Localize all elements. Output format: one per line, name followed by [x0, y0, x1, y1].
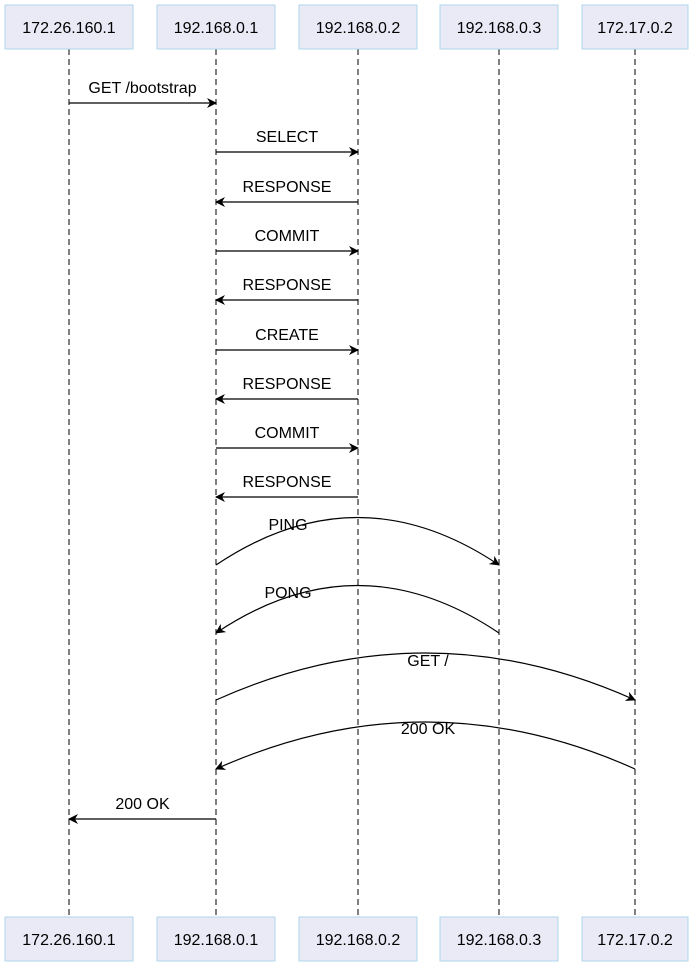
message-label: RESPONSE: [243, 376, 332, 393]
message-label: GET /: [407, 653, 449, 670]
message-arrow: [215, 721, 636, 770]
message-label: GET /bootstrap: [88, 80, 196, 97]
actor-label: 172.17.0.2: [597, 20, 673, 37]
actor-label: 172.17.0.2: [597, 932, 673, 949]
message-arrow: [215, 516, 500, 566]
actor-bottom-a5: 172.17.0.2: [581, 916, 689, 962]
message-label: COMMIT: [255, 228, 320, 245]
message-12: GET /: [215, 652, 636, 701]
actor-label: 192.168.0.1: [174, 20, 259, 37]
message-11: PONG: [215, 584, 500, 634]
actor-label: 172.26.160.1: [22, 20, 116, 37]
actor-top-a3: 192.168.0.2: [298, 4, 418, 50]
message-1: GET /bootstrap: [69, 80, 217, 108]
message-label: RESPONSE: [243, 179, 332, 196]
message-10: PING: [215, 516, 500, 566]
actor-label: 192.168.0.2: [316, 932, 401, 949]
message-4: COMMIT: [216, 228, 359, 256]
message-arrow: [215, 584, 500, 634]
message-2: SELECT: [216, 129, 359, 157]
actor-label: 192.168.0.1: [174, 932, 259, 949]
actor-label: 192.168.0.3: [457, 932, 542, 949]
message-8: COMMIT: [216, 425, 359, 453]
actor-box: [439, 4, 559, 50]
message-9: RESPONSE: [215, 474, 358, 502]
actor-bottom-a1: 172.26.160.1: [4, 916, 134, 962]
actor-label: 172.26.160.1: [22, 932, 116, 949]
message-3: RESPONSE: [215, 179, 358, 207]
message-label: SELECT: [256, 129, 318, 146]
message-label: PING: [268, 517, 307, 534]
actor-bottom-a3: 192.168.0.2: [298, 916, 418, 962]
actor-top-a1: 172.26.160.1: [4, 4, 134, 50]
actor-top-a2: 192.168.0.1: [156, 4, 276, 50]
actor-top-a5: 172.17.0.2: [581, 4, 689, 50]
actor-label: 192.168.0.3: [457, 20, 542, 37]
actor-box: [298, 4, 418, 50]
message-14: 200 OK: [68, 796, 216, 824]
actor-box: [156, 4, 276, 50]
actor-box: [439, 916, 559, 962]
message-label: 200 OK: [115, 796, 170, 813]
message-label: 200 OK: [401, 721, 456, 738]
message-5: RESPONSE: [215, 277, 358, 305]
actor-label: 192.168.0.2: [316, 20, 401, 37]
message-6: CREATE: [216, 327, 359, 355]
message-label: CREATE: [255, 327, 319, 344]
message-7: RESPONSE: [215, 376, 358, 404]
actor-box: [298, 916, 418, 962]
actor-box: [581, 916, 689, 962]
message-label: RESPONSE: [243, 277, 332, 294]
actor-bottom-a2: 192.168.0.1: [156, 916, 276, 962]
message-label: COMMIT: [255, 425, 320, 442]
message-arrow: [215, 652, 636, 701]
actor-box: [4, 4, 134, 50]
actor-box: [156, 916, 276, 962]
actor-box: [581, 4, 689, 50]
message-label: PONG: [264, 585, 311, 602]
message-label: RESPONSE: [243, 474, 332, 491]
actor-box: [4, 916, 134, 962]
actor-top-a4: 192.168.0.3: [439, 4, 559, 50]
actor-bottom-a4: 192.168.0.3: [439, 916, 559, 962]
message-13: 200 OK: [215, 721, 636, 770]
